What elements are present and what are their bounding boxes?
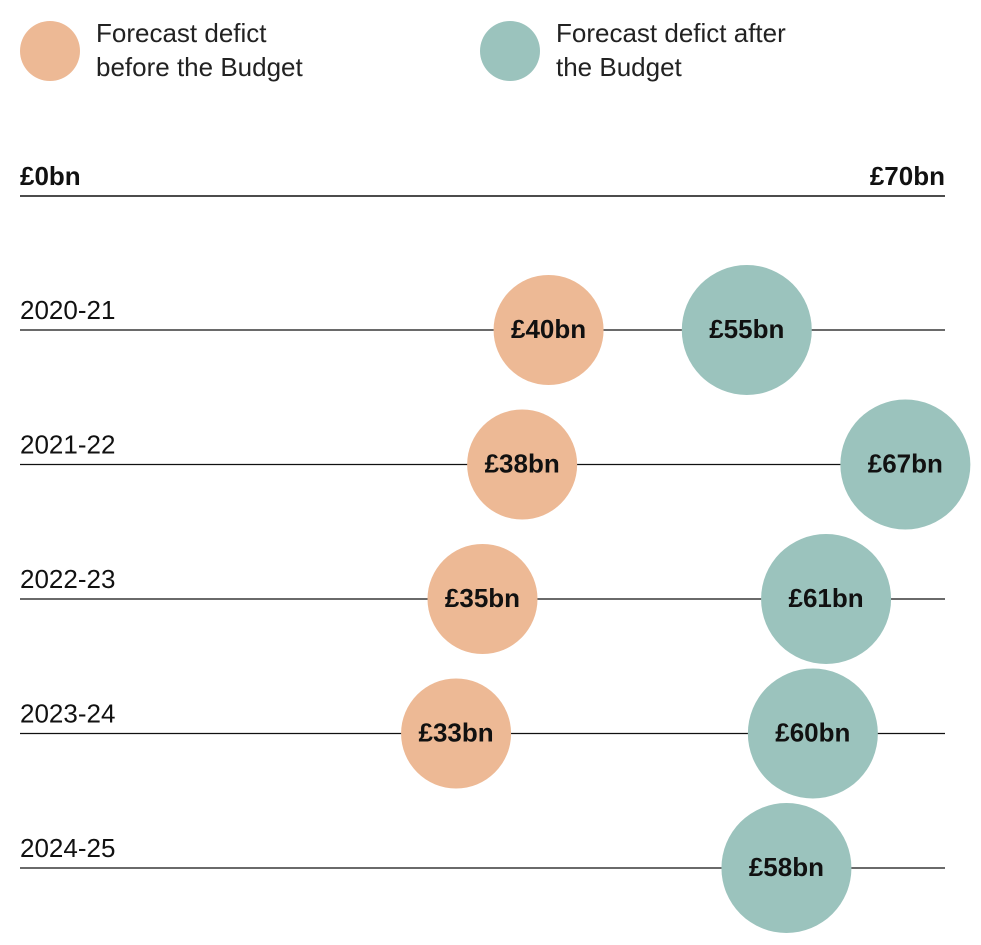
- category-label: 2021-22: [20, 429, 115, 459]
- value-label: £40bn: [511, 314, 586, 344]
- dot: [721, 803, 852, 933]
- dot: [761, 534, 892, 664]
- category-label: 2024-25: [20, 833, 115, 863]
- dot: [427, 544, 538, 654]
- dot: [747, 668, 878, 799]
- value-label: £35bn: [445, 583, 520, 613]
- value-label: £67bn: [868, 448, 943, 478]
- dot: [401, 678, 512, 789]
- x-tick-label: £0bn: [20, 161, 81, 191]
- value-label: £38bn: [485, 448, 560, 478]
- category-label: 2023-24: [20, 698, 115, 728]
- category-label: 2022-23: [20, 564, 115, 594]
- legend-swatch: [20, 21, 80, 81]
- value-label: £58bn: [749, 852, 824, 882]
- dot: [681, 265, 812, 395]
- value-label: £55bn: [709, 314, 784, 344]
- value-label: £33bn: [418, 717, 493, 747]
- dot: [467, 409, 578, 520]
- x-tick-label: £70bn: [870, 161, 945, 191]
- legend-label: Forecast defict before the Budget: [96, 18, 303, 82]
- legend-swatch: [480, 21, 540, 81]
- value-label: £61bn: [788, 583, 863, 613]
- dot: [493, 275, 604, 385]
- category-label: 2020-21: [20, 295, 115, 325]
- dot: [840, 399, 971, 530]
- value-label: £60bn: [775, 717, 850, 747]
- legend-label: Forecast defict after the Budget: [556, 18, 786, 82]
